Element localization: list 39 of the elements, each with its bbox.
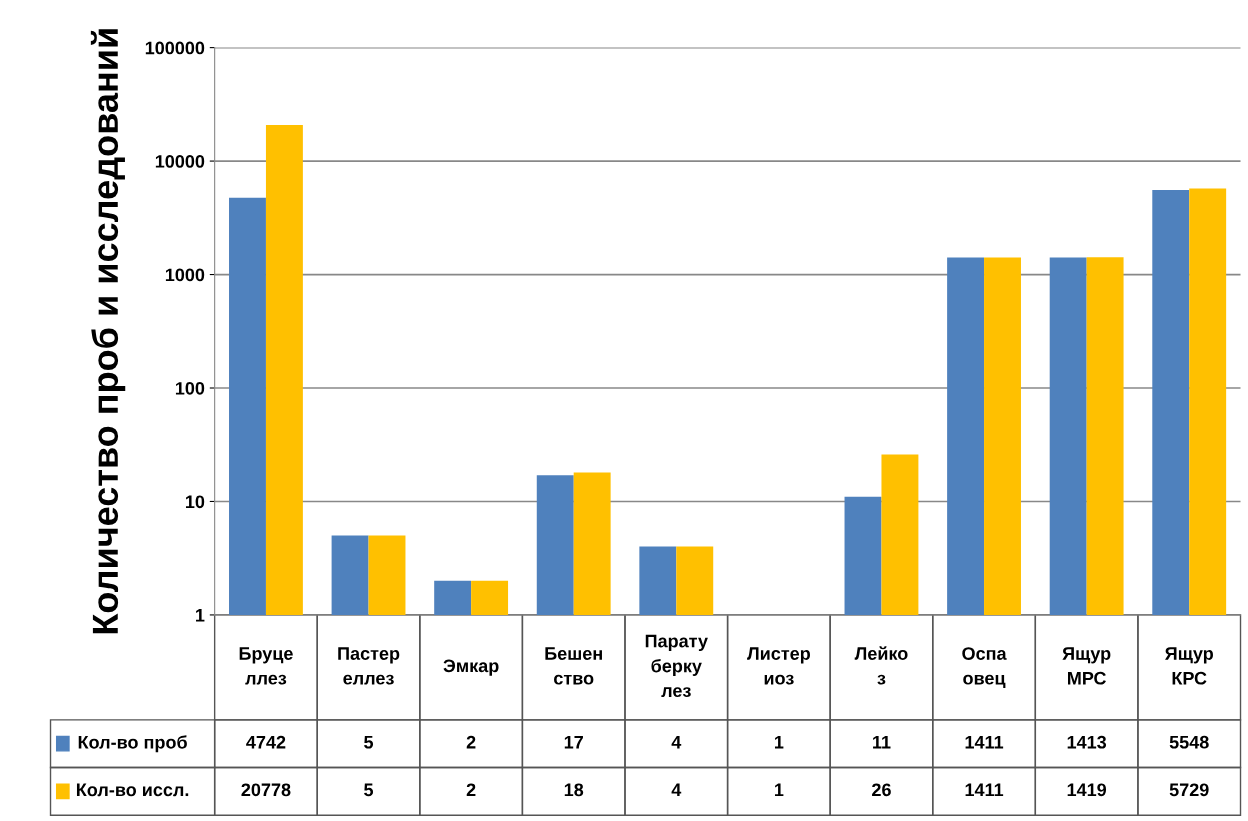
data-label: 11 [873,735,891,749]
x-tick-label: Эмкар [443,659,499,676]
data-label: 4 [671,735,682,749]
x-tick-label: Бруце ллез [239,647,293,685]
legend-label: Кол-во иссл. [76,783,189,797]
data-label: 5 [364,783,374,797]
y-tick-label: 1 [196,609,205,622]
x-tick-label: Пастер еллез [338,647,400,685]
x-tick-label: Бешен ство [545,647,602,685]
data-label: 4 [671,783,682,797]
data-label: 2 [466,735,476,749]
legend-label: Кол-во проб [78,735,187,753]
y-axis-title: Количество проб и исследований [90,29,126,634]
x-tick-label: Ящур КРС [1165,647,1213,685]
data-label: 20778 [241,783,291,797]
y-tick-label: 100000 [145,41,205,55]
x-tick-label: Парату берку лез [645,634,708,698]
data-label: 1 [774,735,784,749]
data-label: 1 [774,783,784,797]
data-label: 5729 [1169,783,1209,797]
data-label: 1411 [965,735,1004,749]
data-label: 1419 [1067,783,1107,797]
data-label: 2 [466,783,476,797]
y-tick-label: 100 [175,381,205,395]
data-label: 17 [564,735,583,749]
y-tick-label: 10 [185,495,205,509]
data-label: 4742 [246,735,286,749]
data-label: 18 [564,783,584,797]
x-tick-label: Листер иоз [747,647,810,685]
y-tick-label: 1000 [165,268,205,282]
data-label: 5548 [1169,735,1209,749]
data-label: 5 [364,735,374,749]
data-label: 1413 [1067,735,1107,749]
data-label: 1411 [965,783,1004,797]
x-tick-label: Лейко з [854,646,908,685]
y-tick-label: 10000 [155,155,205,168]
x-tick-label: Оспа овец [962,647,1007,689]
data-label: 26 [872,783,891,797]
x-tick-label: Ящур МРС [1062,647,1111,685]
